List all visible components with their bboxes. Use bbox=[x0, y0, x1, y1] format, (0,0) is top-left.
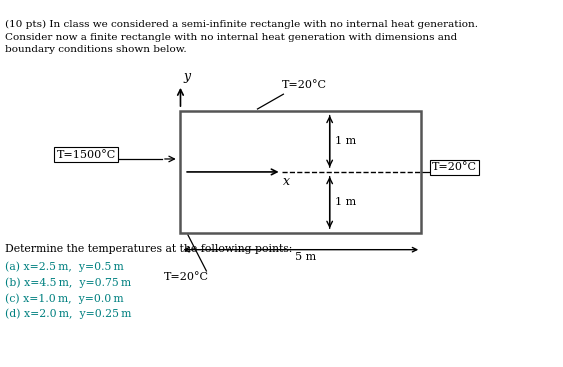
Text: T=20°C: T=20°C bbox=[282, 80, 327, 91]
Text: Determine the temperatures at the following points:: Determine the temperatures at the follow… bbox=[5, 244, 292, 254]
Bar bbox=[181, 111, 421, 233]
Text: y: y bbox=[183, 70, 190, 83]
Text: 1 m: 1 m bbox=[335, 197, 356, 207]
Text: x: x bbox=[283, 175, 291, 188]
Text: T=20°C: T=20°C bbox=[164, 272, 209, 282]
Text: (a) x=2.5 m,  y=0.5 m: (a) x=2.5 m, y=0.5 m bbox=[5, 262, 123, 272]
Text: 5 m: 5 m bbox=[295, 252, 316, 262]
Text: (10 pts) In class we considered a semi-infinite rectangle with no internal heat : (10 pts) In class we considered a semi-i… bbox=[5, 20, 477, 54]
Text: T=20°C: T=20°C bbox=[432, 162, 477, 172]
Text: (c) x=1.0 m,  y=0.0 m: (c) x=1.0 m, y=0.0 m bbox=[5, 293, 123, 304]
Text: 1 m: 1 m bbox=[335, 137, 356, 146]
Text: (d) x=2.0 m,  y=0.25 m: (d) x=2.0 m, y=0.25 m bbox=[5, 309, 131, 319]
Text: (b) x=4.5 m,  y=0.75 m: (b) x=4.5 m, y=0.75 m bbox=[5, 277, 131, 288]
Text: T=1500°C: T=1500°C bbox=[56, 150, 116, 160]
